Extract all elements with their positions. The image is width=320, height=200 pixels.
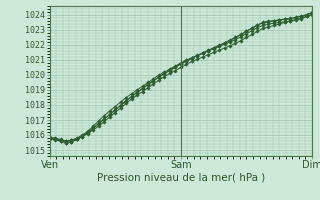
X-axis label: Pression niveau de la mer( hPa ): Pression niveau de la mer( hPa ) bbox=[97, 173, 265, 183]
